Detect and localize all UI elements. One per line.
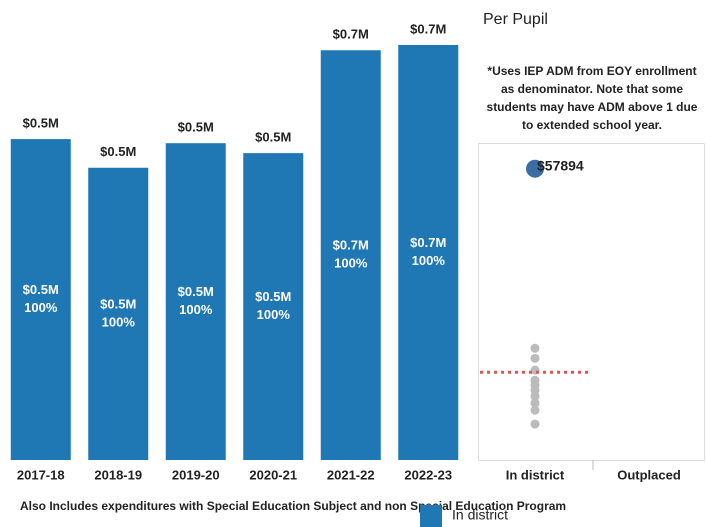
- bar-inner-label: $0.5M: [23, 282, 59, 297]
- bar-top-label: $0.7M: [333, 27, 369, 42]
- bar-top-label: $0.5M: [255, 130, 291, 145]
- panel-title: Per Pupil: [483, 11, 548, 28]
- note-line: as denominator. Note that some: [501, 82, 683, 96]
- point: [530, 419, 540, 429]
- bar-inner-label: $0.7M: [410, 235, 446, 250]
- highlight-point: [526, 159, 544, 178]
- plot-frame: [478, 143, 705, 461]
- bar-top-label: $0.7M: [410, 21, 446, 36]
- legend-label: In district: [452, 507, 508, 523]
- x-tick-label: Outplaced: [617, 467, 681, 482]
- x-tick-label: 2019-20: [172, 467, 220, 482]
- bar-percent-label: 100%: [179, 302, 213, 317]
- bar-inner-label: $0.5M: [178, 284, 214, 299]
- point: [530, 391, 540, 401]
- bar: [165, 143, 226, 460]
- x-tick-label: 2021-22: [327, 467, 375, 482]
- point: [530, 398, 540, 408]
- bar: [320, 50, 381, 461]
- note-line: students may have ADM above 1 due: [487, 100, 698, 114]
- point: [530, 353, 540, 363]
- bar: [10, 139, 71, 460]
- bar-percent-label: 100%: [24, 300, 58, 315]
- bar-top-label: $0.5M: [23, 116, 59, 131]
- point: [530, 405, 540, 415]
- bar-inner-label: $0.7M: [333, 238, 369, 253]
- bar: [243, 153, 304, 461]
- bar-percent-label: 100%: [102, 314, 136, 329]
- x-tick-label: 2022-23: [404, 467, 452, 482]
- x-tick-label: 2020-21: [249, 467, 297, 482]
- point: [530, 343, 540, 353]
- x-tick-label: 2018-19: [94, 467, 142, 482]
- bar: [88, 167, 149, 461]
- bar-percent-label: 100%: [257, 307, 291, 322]
- legend-swatch: [420, 505, 442, 527]
- highlight-label: $57894: [537, 157, 584, 173]
- bar-top-label: $0.5M: [178, 120, 214, 135]
- bar-inner-label: $0.5M: [255, 289, 291, 304]
- x-tick-label: 2017-18: [17, 467, 65, 482]
- note-line: *Uses IEP ADM from EOY enrollment: [487, 64, 696, 78]
- bar-percent-label: 100%: [412, 253, 446, 268]
- bar: [398, 45, 459, 460]
- note-line: to extended school year.: [522, 118, 662, 132]
- bar-percent-label: 100%: [334, 256, 368, 271]
- x-tick-label: In district: [506, 467, 565, 482]
- bar-inner-label: $0.5M: [100, 296, 136, 311]
- bar-top-label: $0.5M: [100, 144, 136, 159]
